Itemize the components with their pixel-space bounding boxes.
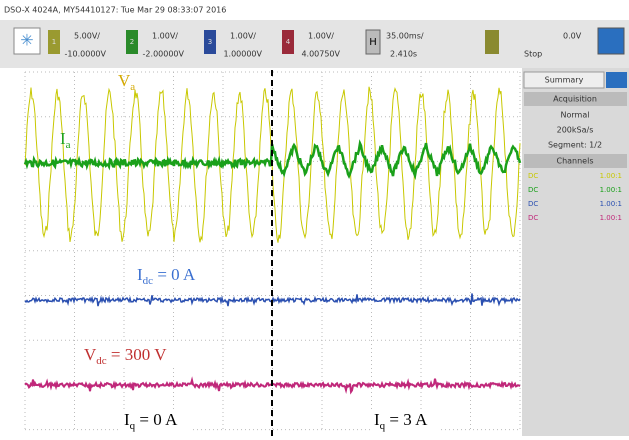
channel-offset: 1.00000V <box>223 50 262 59</box>
annotation-text: = 300 V <box>107 345 168 364</box>
annotation-symbol: V <box>118 71 131 90</box>
annotation-subscript: dc <box>143 275 154 287</box>
channel-scale: 1.00V/ <box>230 32 256 41</box>
channel-number: 2 <box>130 38 134 46</box>
channel-probe: 1.00:1 <box>600 214 622 222</box>
side-panel <box>522 68 629 436</box>
annotation-text: = 3 A <box>385 410 428 429</box>
channel-offset: -2.00000V <box>143 50 185 59</box>
channel-scale: 1.00V/ <box>152 32 178 41</box>
channel-coupling: DC <box>528 214 538 222</box>
acq-mode: Normal <box>561 111 590 120</box>
channel-coupling: DC <box>528 200 538 208</box>
annotation-symbol: V <box>84 345 97 364</box>
trigger-key[interactable] <box>485 30 499 54</box>
zoom-icon[interactable] <box>598 28 624 54</box>
channel-number: 3 <box>208 38 212 46</box>
channel-scale: 5.00V/ <box>74 32 100 41</box>
channel-offset: 4.00750V <box>301 50 340 59</box>
trigger-level: 0.0V <box>563 32 582 41</box>
menu-glyph: ✳ <box>20 31 33 50</box>
channel-number: 1 <box>52 38 56 46</box>
channel-coupling: DC <box>528 186 538 194</box>
horizontal-position: 2.410s <box>390 50 417 59</box>
oscilloscope-screen: DSO-X 4024A, MY54410127: Tue Mar 29 08:3… <box>0 0 629 436</box>
annotation-text: = 0 A <box>135 410 178 429</box>
channel-probe: 1.00:1 <box>600 186 622 194</box>
section-label: Channels <box>556 157 593 166</box>
channel-coupling: DC <box>528 172 538 180</box>
annotation-text: = 0 A <box>153 265 196 284</box>
acq-rate: 200kSa/s <box>557 126 594 135</box>
channel-number: 4 <box>286 38 291 46</box>
horizontal-scale: 35.00ms/ <box>386 32 424 41</box>
section-label: Acquisition <box>553 95 597 104</box>
tab-icon[interactable] <box>606 72 627 88</box>
annotation-subscript: a <box>130 81 135 93</box>
annotation-subscript: dc <box>96 355 107 367</box>
header-title: DSO-X 4024A, MY54410127: Tue Mar 29 08:3… <box>4 6 226 15</box>
tab-label: Summary <box>545 76 584 85</box>
trigger-state: Stop <box>524 50 542 59</box>
channel-offset: -10.0000V <box>65 50 107 59</box>
channel-probe: 1.00:1 <box>600 200 622 208</box>
channel-probe: 1.00:1 <box>600 172 622 180</box>
horizontal-key-label: H <box>369 37 377 48</box>
acq-segment: Segment: 1/2 <box>548 141 602 150</box>
toolbar <box>0 20 629 68</box>
annotation-subscript: a <box>66 139 71 151</box>
channel-scale: 1.00V/ <box>308 32 334 41</box>
